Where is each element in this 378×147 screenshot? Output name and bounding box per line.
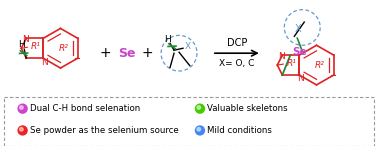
Circle shape: [195, 104, 204, 113]
Text: X: X: [295, 24, 302, 34]
Text: +: +: [99, 46, 111, 60]
Text: R¹: R¹: [286, 59, 296, 68]
Text: H: H: [164, 35, 170, 44]
Circle shape: [18, 104, 27, 113]
Circle shape: [20, 106, 23, 109]
Circle shape: [197, 106, 201, 109]
Text: DCP: DCP: [227, 38, 247, 48]
Text: N: N: [22, 35, 29, 44]
Text: Se: Se: [292, 47, 307, 57]
Text: R¹: R¹: [30, 42, 40, 51]
Circle shape: [195, 126, 204, 135]
Circle shape: [20, 127, 23, 131]
FancyBboxPatch shape: [4, 97, 374, 146]
Circle shape: [18, 126, 27, 135]
Text: Valuable skeletons: Valuable skeletons: [208, 104, 288, 113]
Circle shape: [197, 127, 201, 131]
Text: R²: R²: [315, 61, 325, 70]
Text: Se powder as the selenium source: Se powder as the selenium source: [30, 126, 179, 135]
Text: R²: R²: [59, 44, 69, 53]
Text: Mild conditions: Mild conditions: [208, 126, 272, 135]
Text: N: N: [278, 52, 285, 61]
Text: Se: Se: [118, 47, 136, 60]
Text: +: +: [141, 46, 153, 60]
Text: Dual C-H bond selenation: Dual C-H bond selenation: [30, 104, 140, 113]
Text: X= O, C: X= O, C: [219, 59, 254, 68]
Text: N: N: [41, 58, 48, 67]
Text: H: H: [18, 40, 25, 49]
Text: X: X: [185, 42, 191, 51]
Text: N: N: [297, 74, 304, 83]
